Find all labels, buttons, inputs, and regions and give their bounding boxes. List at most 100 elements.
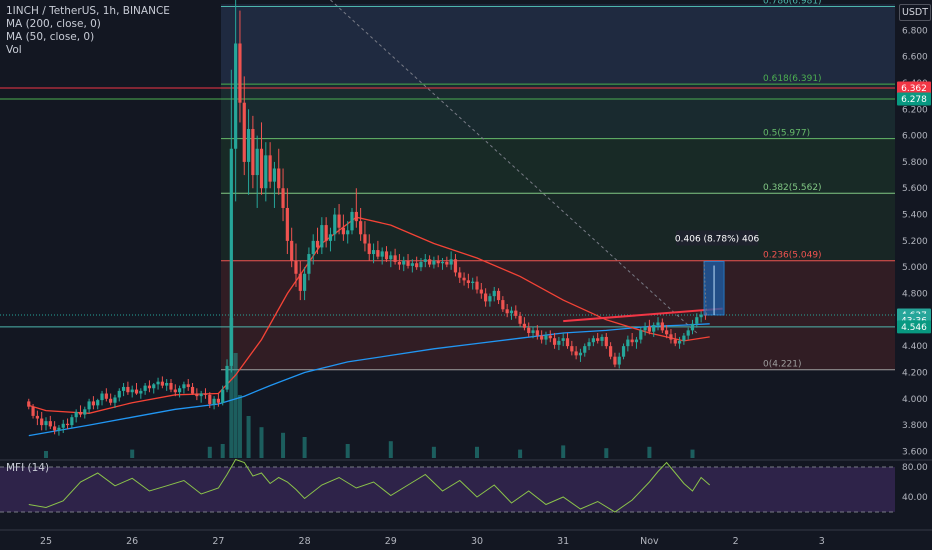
candle-body [384,251,389,260]
candle-body [74,411,78,418]
volume-bar [345,444,350,458]
candle-body [152,384,156,389]
fib-band [220,260,896,370]
fib-label: 0(4.221) [763,360,802,370]
candle-body [591,338,595,343]
currency-label[interactable]: USDT [899,4,931,21]
x-tick-label: 30 [471,536,483,547]
candle-body [397,261,402,265]
x-tick-label: 2 [733,536,739,547]
x-tick-label: 27 [212,536,224,547]
candle-body [259,148,264,189]
x-tick-label: Nov [640,536,659,547]
mfi-title[interactable]: MFI (14) [6,462,50,474]
candle-body [695,317,699,324]
candle-body [212,398,216,405]
candle-body [634,339,639,343]
candle-body [303,273,307,291]
y-tick-label: 5.400 [902,211,928,221]
candle-body [147,385,152,389]
volume-bar [229,318,234,458]
candle-body [121,386,126,391]
indicator-ma50-label[interactable]: MA (50, close, 0) [6,31,95,43]
mfi-tick-label: 40.00 [902,493,928,503]
candle-body [65,423,70,426]
candle-body [561,338,565,341]
candle-body [690,323,695,331]
candle-body [540,335,544,340]
candle-body [445,261,449,265]
x-tick-label: 3 [819,536,825,547]
measure-label: 0.406 (8.78%) 406 [675,235,760,245]
candle-body [113,397,117,403]
chart-title: 1INCH / TetherUS, 1h, BINANCE [6,5,170,17]
candle-body [466,280,470,283]
candle-body [40,418,44,426]
candle-body [432,260,436,265]
candle-body [173,389,177,393]
volume-bar [130,449,135,458]
candle-body [406,260,410,266]
candle-body [272,168,277,182]
y-tick-label: 4.000 [902,395,928,405]
time-axis: 25 26 27 28 29 30 31 Nov 2 3 [0,529,932,547]
candle-body [548,335,552,339]
candle-body [264,155,268,189]
price-badge [897,320,931,334]
volume-bar [388,441,393,458]
candle-body [31,406,35,416]
y-tick-label: 6.800 [902,26,928,36]
candle-body [367,243,371,255]
y-tick-label: 6.000 [902,132,928,142]
candle-body [109,398,113,403]
candle-body [91,401,96,406]
volume-bar [431,446,436,458]
candle-body [393,255,397,262]
candle-body [544,335,548,340]
candle-body [522,323,527,328]
y-tick-label: 3.600 [902,447,928,457]
candle-body [156,381,160,385]
y-tick-label: 5.800 [902,158,928,168]
volume-bar [281,432,286,458]
candle-body [328,234,333,241]
candle-body [583,346,587,353]
ma200-line [28,323,710,437]
candle-body [178,388,182,393]
y-tick-label: 5.600 [902,184,928,194]
candle-body [139,390,143,394]
candle-body [53,426,57,431]
candle-body [574,351,578,356]
candle-body [203,393,208,395]
price-badge [897,81,931,95]
candle-body [682,335,686,341]
candle-body [169,382,173,390]
candle-body [371,250,376,255]
candle-body [225,365,229,390]
indicator-volume-label[interactable]: Vol [6,44,22,56]
candle-body [389,255,393,260]
candle-body [337,214,341,228]
candle-body [376,250,380,257]
candle-body [643,326,647,331]
candle-body [251,129,255,176]
candle-body [354,211,358,222]
indicator-ma200-label[interactable]: MA (200, close, 0) [6,18,101,30]
candle-body [471,281,475,283]
mfi-band [0,467,895,512]
candle-body [475,281,479,290]
candle-body [505,309,509,314]
fib-label: 0.382(5.562) [763,183,822,193]
candle-body [453,259,458,273]
volume-bar [207,446,212,458]
candle-body [557,340,561,345]
volume-bar [561,445,566,458]
candle-body [514,310,518,316]
y-tick-label: 4.800 [902,290,928,300]
candle-body [333,214,337,235]
measure-dashed-line [703,261,707,315]
candle-body [359,221,363,235]
candle-body [160,381,164,386]
candle-body [496,290,501,301]
